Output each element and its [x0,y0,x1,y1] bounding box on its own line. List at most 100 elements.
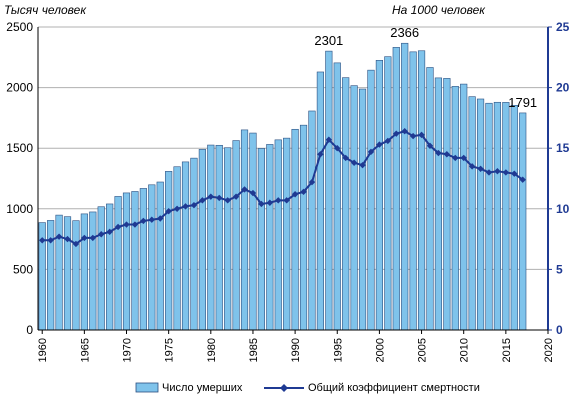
data-label-1994: 2301 [314,33,343,48]
bar-2005 [417,50,426,331]
bar-2010 [460,83,468,331]
bar-1988 [274,139,282,331]
left-axis-label: Тысяч человек [4,3,87,17]
bar-2011 [468,96,476,331]
rate-point-2010 [460,154,467,162]
left-tick-label: 2500 [6,20,33,34]
bar-2015 [502,102,510,331]
rate-point-1989 [283,197,290,204]
bar-1977 [181,161,190,331]
bar-1961 [47,220,55,331]
bar-1980 [207,144,215,331]
rate-point-2014 [494,168,501,175]
rate-point-1975 [165,208,172,215]
bar-2006 [426,67,434,331]
bar-1993 [316,71,324,331]
rate-point-1996 [342,154,349,162]
bar-2002 [392,47,400,331]
rate-point-1967 [98,231,105,238]
rate-point-1977 [182,203,189,210]
rate-point-1972 [140,217,147,225]
rate-point-1974 [157,215,164,222]
bar-1965 [80,213,88,331]
rate-point-1997 [350,159,358,166]
legend: Число умерших Общий коэффициент смертнос… [135,382,480,394]
bar-1964 [72,220,80,331]
rate-point-1998 [359,161,366,169]
axes [37,26,552,334]
bar-2017 [519,112,527,331]
rate-point-1970 [123,221,130,228]
bar-1995 [333,62,341,331]
x-tick-label: 1980 [206,338,218,362]
bar-2014 [493,101,502,331]
rate-point-1963 [64,235,71,243]
rate-point-1976 [173,205,181,212]
bar-1976 [173,166,181,331]
right-tick-label: 10 [556,202,570,216]
bar-1996 [342,77,350,331]
bar-2003 [401,42,409,331]
rate-point-2011 [468,163,476,170]
rate-point-2001 [384,137,392,145]
rate-point-1991 [300,188,307,196]
bar-1994 [325,50,333,331]
rate-point-2005 [418,131,425,139]
bar-1978 [190,157,198,331]
x-tick-label: 2015 [501,338,513,362]
rate-point-2013 [485,169,493,176]
x-tick-label: 2010 [459,338,471,362]
right-tick-label: 15 [556,141,570,155]
rate-point-1993 [317,151,324,158]
right-tick-label: 5 [556,262,563,276]
x-tick-label: 2000 [374,338,386,362]
rate-point-2009 [452,154,459,162]
rate-point-2004 [409,132,417,140]
bar-1970 [122,192,131,331]
right-tick-label: 20 [556,81,570,95]
bar-1981 [215,144,223,331]
bar-1986 [257,148,265,331]
rate-point-2000 [376,141,383,148]
bar-1983 [232,140,240,331]
rate-point-2002 [393,130,400,137]
bar-1971 [131,191,139,331]
legend-bar-label: Число умерших [162,382,243,394]
data-label-2003: 2366 [390,25,419,40]
bar-2000 [375,60,383,331]
rate-point-2012 [477,165,484,173]
bar-1962 [55,214,63,331]
rate-point-1960 [39,237,46,244]
bar-1966 [89,211,97,331]
bar-1979 [198,149,206,331]
rate-point-1986 [258,200,265,208]
left-tick-label: 1000 [6,202,33,216]
x-tick-label: 1985 [248,338,260,362]
bar-2012 [476,98,485,331]
bar-1992 [308,110,316,331]
rate-point-1999 [367,148,375,156]
legend-line-label: Общий коэффициент смертности [308,382,480,394]
bar-1969 [114,196,122,331]
bar-series [38,42,527,331]
x-tick-label: 1970 [122,338,134,362]
rate-point-1968 [106,228,113,236]
bar-1975 [165,171,173,331]
bar-1967 [97,206,105,331]
bar-2013 [485,102,493,331]
rate-point-2017 [519,176,526,183]
bar-1972 [139,188,147,331]
rate-point-2015 [502,169,510,176]
rate-point-1980 [207,193,215,200]
left-tick-label: 2000 [6,81,33,95]
right-tick-label: 25 [556,20,570,34]
rate-point-2008 [443,151,451,158]
x-tick-label: 2020 [543,338,555,362]
bar-2007 [434,77,443,331]
left-tick-label: 1500 [6,141,33,155]
bar-1974 [156,181,164,331]
line-series [39,128,526,248]
rate-point-1964 [72,240,80,248]
rate-point-2016 [511,170,518,177]
bar-2001 [384,56,392,331]
